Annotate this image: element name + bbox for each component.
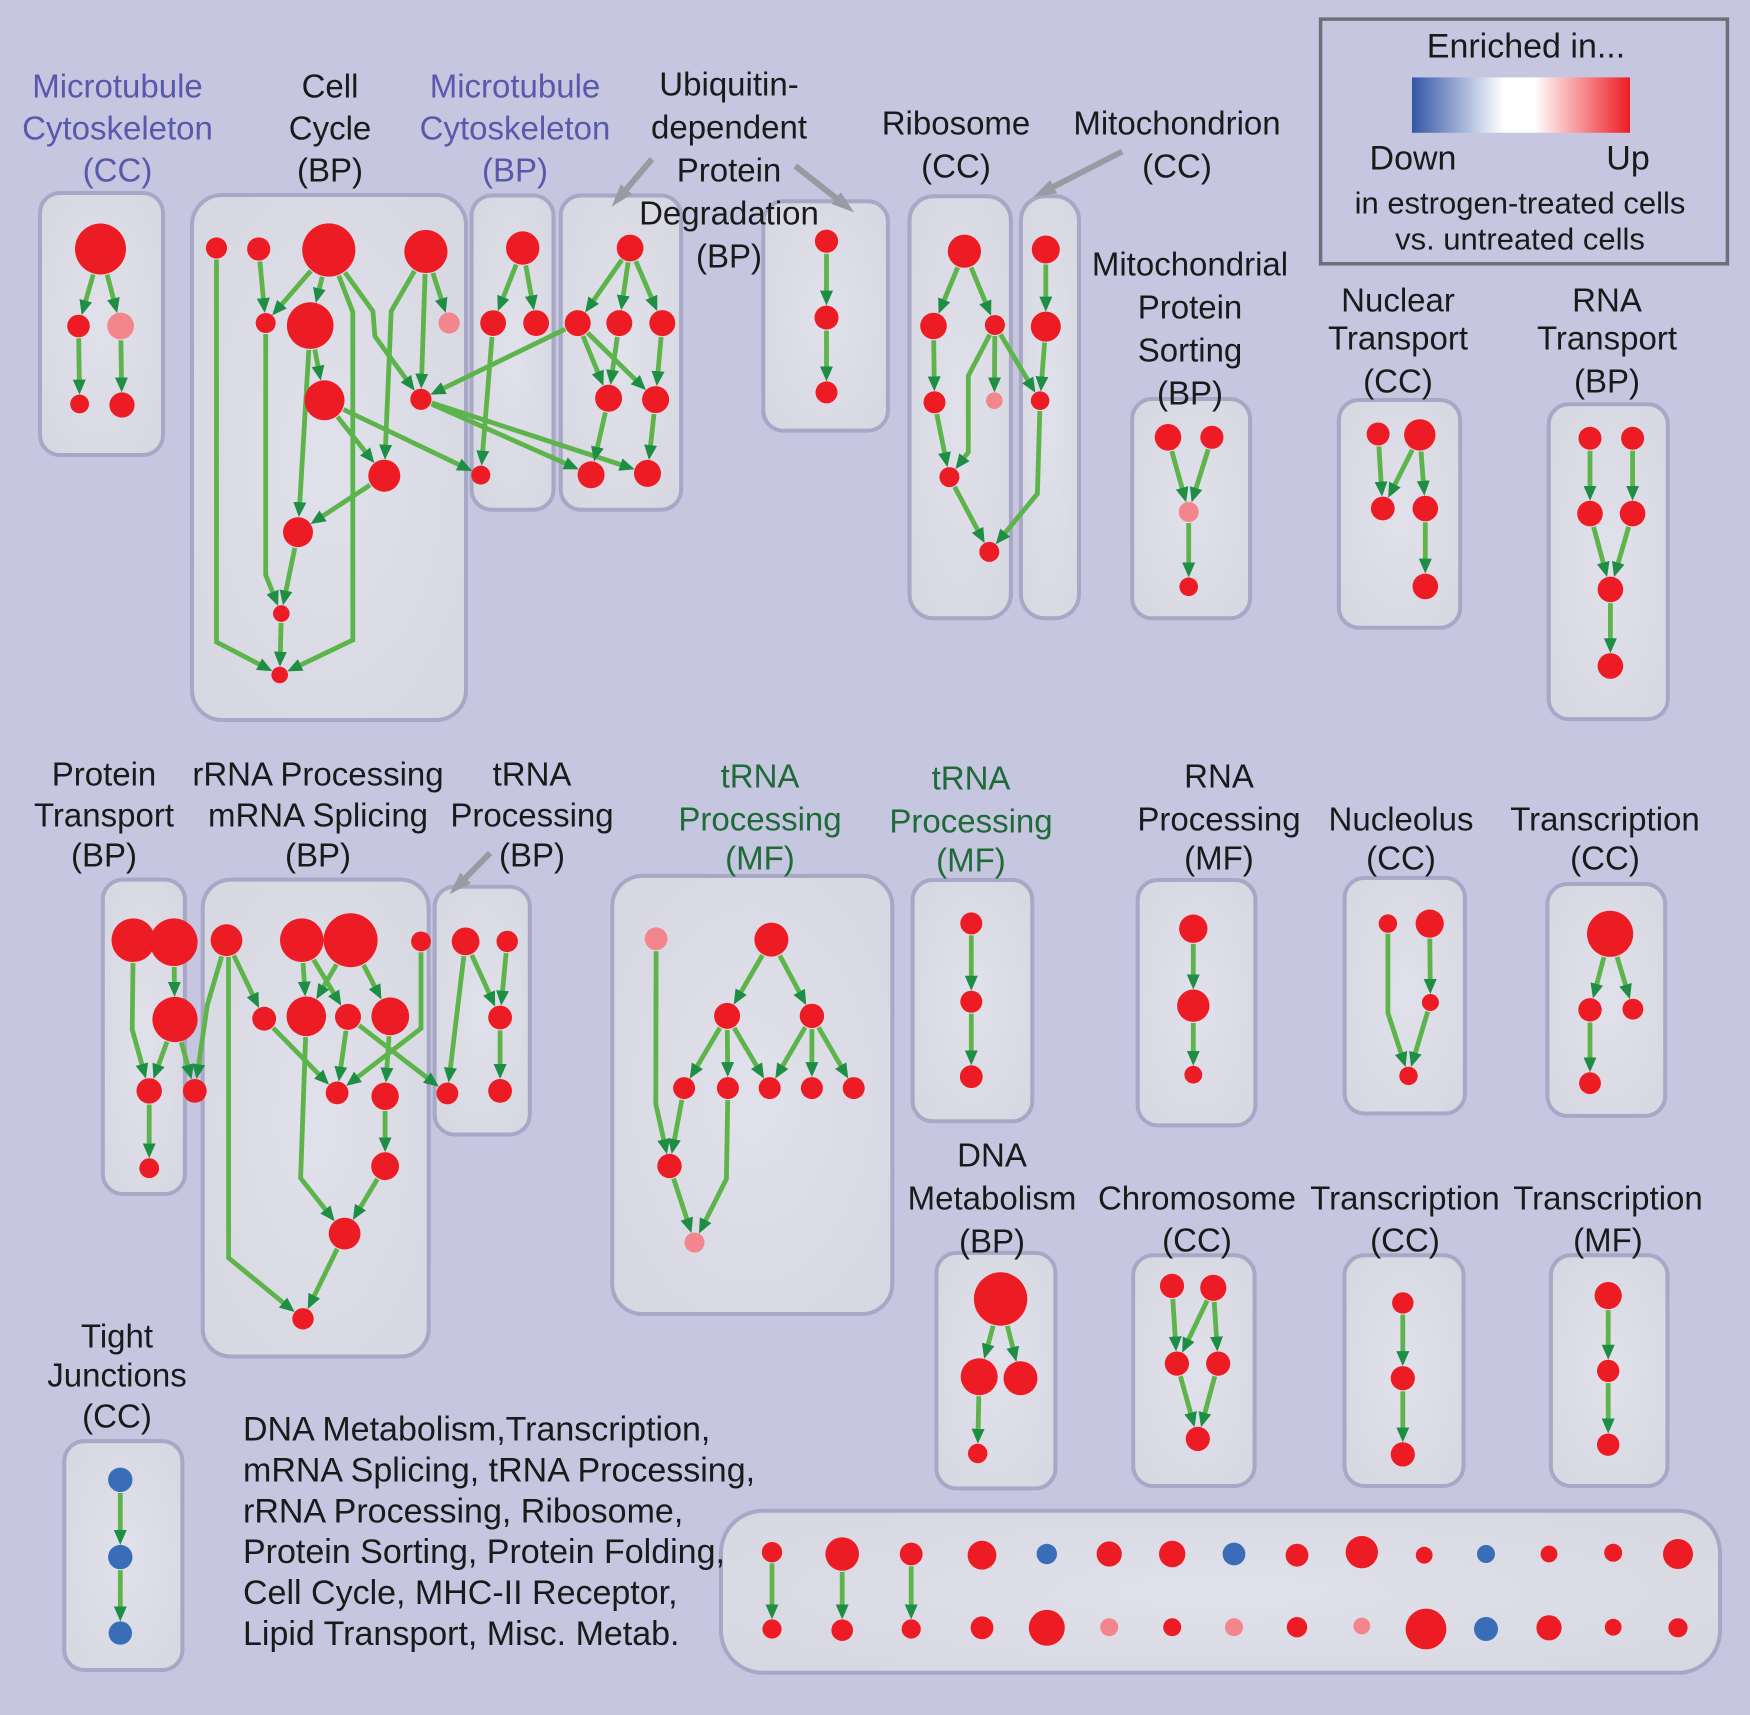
svg-text:Metabolism: Metabolism [908,1180,1077,1217]
svg-text:(CC): (CC) [1162,1222,1232,1259]
svg-text:(BP): (BP) [696,238,762,275]
svg-text:Protein: Protein [52,756,157,793]
svg-text:Cell: Cell [302,68,359,105]
svg-text:Processing: Processing [678,801,841,838]
svg-text:Protein: Protein [1138,289,1243,326]
svg-text:(MF): (MF) [1573,1222,1643,1259]
svg-text:(CC): (CC) [921,148,991,185]
svg-text:(MF): (MF) [1184,840,1254,877]
svg-text:(CC): (CC) [1363,363,1433,400]
svg-text:mRNA Splicing, tRNA Processing: mRNA Splicing, tRNA Processing, [243,1451,755,1489]
svg-text:(BP): (BP) [1157,375,1223,412]
svg-text:Transcription: Transcription [1513,1180,1703,1217]
svg-text:Protein Sorting, Protein Foldi: Protein Sorting, Protein Folding, [243,1533,725,1571]
svg-text:Microtubule: Microtubule [430,68,601,105]
svg-text:tRNA: tRNA [932,760,1011,797]
svg-text:Mitochondrion: Mitochondrion [1073,105,1280,142]
svg-text:dependent: dependent [651,109,807,146]
svg-text:(MF): (MF) [725,840,795,877]
svg-text:rRNA Processing, Ribosome,: rRNA Processing, Ribosome, [243,1492,683,1530]
svg-text:Ubiquitin-: Ubiquitin- [659,66,798,103]
svg-text:(CC): (CC) [1570,840,1640,877]
svg-text:RNA: RNA [1572,282,1642,319]
svg-text:(BP): (BP) [71,837,137,874]
svg-text:Processing: Processing [1137,801,1300,838]
svg-text:Ribosome: Ribosome [882,105,1031,142]
svg-text:in estrogen-treated cells: in estrogen-treated cells [1355,186,1686,221]
svg-text:Transcription: Transcription [1510,801,1700,838]
svg-text:(CC): (CC) [82,1398,152,1435]
svg-text:(CC): (CC) [1366,840,1436,877]
svg-text:(CC): (CC) [1370,1222,1440,1259]
svg-text:Cycle: Cycle [289,110,372,147]
svg-text:Lipid Transport, Misc. Metab.: Lipid Transport, Misc. Metab. [243,1615,680,1653]
svg-text:Down: Down [1370,140,1457,178]
svg-text:Enriched in...: Enriched in... [1427,28,1625,66]
svg-text:RNA: RNA [1184,758,1254,795]
svg-text:Protein: Protein [677,152,782,189]
svg-text:Up: Up [1606,140,1649,178]
svg-text:(BP): (BP) [297,152,363,189]
svg-text:Cell Cycle, MHC-II Receptor,: Cell Cycle, MHC-II Receptor, [243,1574,678,1612]
svg-text:Chromosome: Chromosome [1098,1180,1296,1217]
svg-text:Cytoskeleton: Cytoskeleton [420,110,611,147]
svg-text:DNA: DNA [957,1137,1027,1174]
svg-text:mRNA Splicing: mRNA Splicing [208,797,428,834]
svg-text:(MF): (MF) [936,842,1006,879]
svg-text:vs. untreated cells: vs. untreated cells [1395,222,1645,257]
svg-text:(BP): (BP) [959,1223,1025,1260]
svg-text:Transport: Transport [1328,320,1468,357]
svg-text:(CC): (CC) [1142,148,1212,185]
svg-text:(BP): (BP) [1574,363,1640,400]
svg-text:Transcription: Transcription [1310,1180,1500,1217]
svg-text:(CC): (CC) [83,152,153,189]
svg-text:Processing: Processing [889,803,1052,840]
svg-text:Nuclear: Nuclear [1341,282,1455,319]
svg-text:Microtubule: Microtubule [32,68,203,105]
svg-text:Processing: Processing [450,797,613,834]
svg-text:Transport: Transport [1537,320,1677,357]
svg-text:Transport: Transport [34,797,174,834]
svg-text:DNA Metabolism,Transcription,: DNA Metabolism,Transcription, [243,1411,710,1449]
svg-text:rRNA Processing: rRNA Processing [192,756,443,793]
svg-text:Junctions: Junctions [47,1357,186,1394]
svg-text:Degradation: Degradation [639,195,819,232]
svg-text:tRNA: tRNA [721,758,800,795]
svg-text:tRNA: tRNA [493,756,572,793]
svg-text:Cytoskeleton: Cytoskeleton [22,110,213,147]
svg-text:Tight: Tight [81,1318,153,1355]
svg-text:(BP): (BP) [499,837,565,874]
svg-text:Sorting: Sorting [1138,332,1243,369]
svg-text:(BP): (BP) [285,837,351,874]
svg-text:Mitochondrial: Mitochondrial [1092,246,1288,283]
svg-text:(BP): (BP) [482,152,548,189]
svg-text:Nucleolus: Nucleolus [1329,801,1474,838]
